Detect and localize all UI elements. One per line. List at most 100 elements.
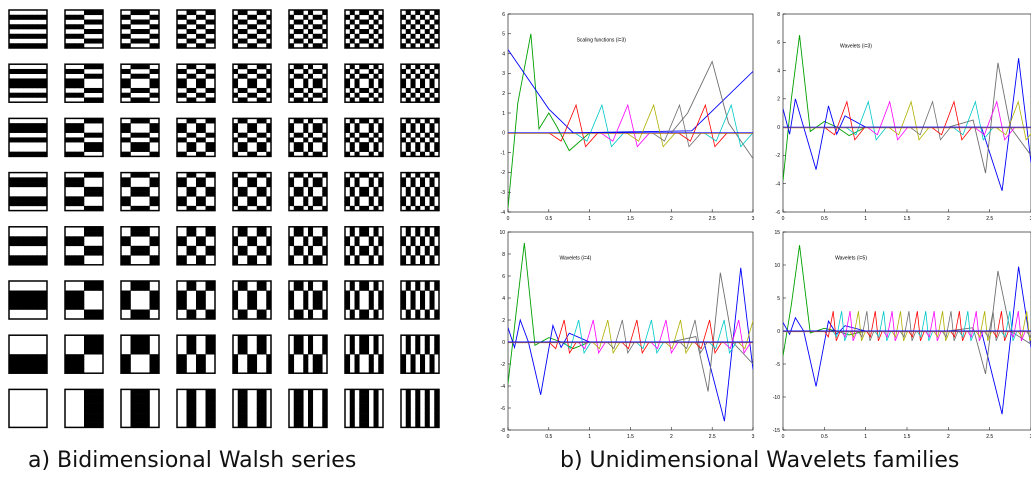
walsh-cell <box>42 354 48 360</box>
walsh-cell <box>261 408 267 414</box>
y-tick-label: 6 <box>502 12 505 18</box>
walsh-cell <box>349 398 355 404</box>
walsh-cell <box>13 43 19 49</box>
walsh-cell <box>434 417 440 423</box>
walsh-cell <box>144 413 150 419</box>
walsh-cell <box>98 132 104 138</box>
walsh-cell <box>23 363 29 369</box>
walsh-cell <box>65 83 71 89</box>
walsh-cell <box>121 127 127 133</box>
walsh-cell <box>135 186 141 192</box>
walsh-cell <box>429 255 435 261</box>
walsh-cell <box>256 38 262 44</box>
walsh-cell <box>98 339 104 345</box>
y-tick-label: -2 <box>501 170 506 176</box>
walsh-cell <box>42 304 48 310</box>
walsh-cell <box>349 205 355 211</box>
walsh-cell <box>98 231 104 237</box>
walsh-cell <box>359 417 365 423</box>
walsh-cell <box>349 285 355 291</box>
walsh-cell <box>125 83 131 89</box>
walsh-cell <box>140 281 146 287</box>
walsh-cell <box>410 127 416 133</box>
walsh-cell <box>135 19 141 25</box>
walsh-cell <box>378 182 384 188</box>
walsh-cell <box>247 123 253 129</box>
walsh-cell <box>322 87 328 93</box>
walsh-cell <box>177 260 183 266</box>
walsh-cell <box>74 290 80 296</box>
walsh-cell <box>18 241 24 247</box>
walsh-cell <box>13 290 19 296</box>
walsh-cell <box>210 285 216 291</box>
walsh-cell <box>144 417 150 423</box>
walsh-cell <box>84 132 90 138</box>
walsh-cell <box>135 245 141 251</box>
walsh-cell <box>177 201 183 207</box>
walsh-cell <box>434 10 440 16</box>
walsh-cell <box>256 314 262 320</box>
walsh-cell <box>210 309 216 315</box>
walsh-cell <box>186 132 192 138</box>
walsh-cell <box>149 92 155 98</box>
walsh-cell <box>368 236 374 242</box>
walsh-cell <box>28 123 34 129</box>
walsh-tile <box>344 334 384 374</box>
walsh-cell <box>378 241 384 247</box>
walsh-cell <box>289 83 295 89</box>
walsh-cell <box>359 422 365 428</box>
walsh-cell <box>93 19 99 25</box>
walsh-cell <box>373 231 379 237</box>
walsh-cell <box>205 285 211 291</box>
walsh-cell <box>121 33 127 39</box>
walsh-cell <box>415 87 421 93</box>
walsh-cell <box>289 68 295 74</box>
walsh-cell <box>266 127 272 133</box>
walsh-cell <box>322 132 328 138</box>
walsh-cell <box>121 236 127 242</box>
walsh-cell <box>368 260 374 266</box>
walsh-cell <box>28 363 34 369</box>
walsh-cell <box>42 123 48 129</box>
walsh-cell <box>303 137 309 143</box>
walsh-cell <box>312 92 318 98</box>
walsh-cell <box>345 123 351 129</box>
walsh-cell <box>79 137 85 143</box>
walsh-cell <box>359 87 365 93</box>
walsh-cell <box>252 295 258 301</box>
walsh-cell <box>298 344 304 350</box>
walsh-cell <box>308 186 314 192</box>
walsh-cell <box>125 201 131 207</box>
walsh-cell <box>364 132 370 138</box>
walsh-cell <box>415 281 421 287</box>
walsh-cell <box>359 231 365 237</box>
walsh-cell <box>23 24 29 30</box>
walsh-cell <box>200 354 206 360</box>
walsh-cell <box>42 43 48 49</box>
walsh-cell <box>293 205 299 211</box>
walsh-cell <box>13 358 19 364</box>
walsh-tile <box>344 9 384 49</box>
walsh-cell <box>65 151 71 157</box>
walsh-cell <box>18 368 24 374</box>
walsh-cell <box>42 182 48 188</box>
walsh-cell <box>368 127 374 133</box>
walsh-cell <box>420 201 426 207</box>
walsh-cell <box>69 92 75 98</box>
walsh-cell <box>373 309 379 315</box>
walsh-cell <box>405 29 411 35</box>
walsh-cell <box>293 394 299 400</box>
walsh-cell <box>405 389 411 395</box>
walsh-cell <box>98 118 104 124</box>
walsh-cell <box>196 290 202 296</box>
walsh-cell <box>322 281 328 287</box>
walsh-cell <box>205 38 211 44</box>
walsh-cell <box>154 255 160 261</box>
walsh-cell <box>420 300 426 306</box>
walsh-cell <box>256 281 262 287</box>
walsh-cell <box>154 241 160 247</box>
walsh-cell <box>378 151 384 157</box>
walsh-cell <box>242 172 248 178</box>
walsh-cell <box>434 29 440 35</box>
walsh-cell <box>98 403 104 409</box>
